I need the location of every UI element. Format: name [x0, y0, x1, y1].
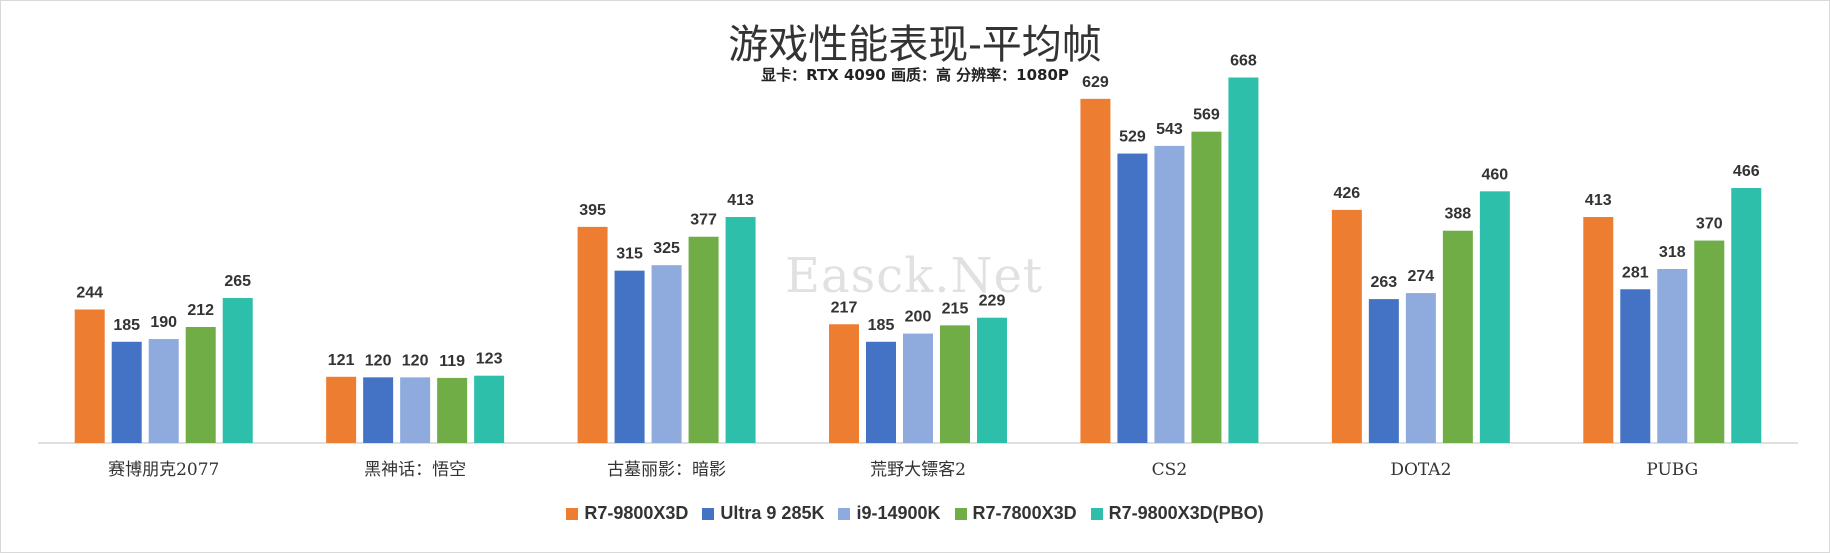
legend-label: R7-7800X3D — [972, 503, 1077, 523]
data-label: 569 — [1193, 107, 1220, 124]
bar — [148, 339, 179, 443]
category-label: 黑神话：悟空 — [364, 460, 466, 480]
data-label: 281 — [1622, 264, 1649, 281]
bar — [866, 341, 896, 443]
data-label: 318 — [1659, 244, 1686, 261]
chart-subtitle: 显卡：RTX 4090 画质：高 分辨率：1080P — [761, 66, 1069, 84]
data-label: 212 — [187, 302, 214, 319]
data-label: 413 — [727, 192, 754, 209]
data-label: 325 — [653, 240, 680, 257]
data-label: 185 — [113, 317, 140, 334]
data-label: 190 — [150, 314, 177, 331]
data-label: 217 — [831, 299, 858, 316]
data-label: 629 — [1082, 74, 1109, 91]
bar — [363, 377, 394, 443]
category-label: 荒野大镖客2 — [870, 460, 966, 480]
bar — [829, 324, 859, 443]
bar — [1117, 153, 1148, 443]
bar — [74, 309, 105, 443]
legend-item: R7-7800X3D — [954, 503, 1077, 524]
legend-item: R7-9800X3D — [566, 503, 688, 524]
data-label: 377 — [690, 212, 717, 229]
data-label: 263 — [1371, 274, 1398, 291]
bar — [1731, 188, 1762, 443]
bar — [326, 376, 357, 443]
data-label: 315 — [616, 246, 643, 263]
data-label: 466 — [1733, 163, 1760, 180]
bar — [1694, 240, 1725, 443]
data-label: 215 — [942, 300, 969, 317]
category-label: 古墓丽影：暗影 — [607, 460, 726, 480]
category-label: PUBG — [1646, 460, 1698, 480]
data-label: 395 — [579, 202, 606, 219]
bar — [1368, 299, 1399, 443]
category-label: 赛博朋克2077 — [108, 459, 219, 480]
data-label: 274 — [1408, 268, 1435, 285]
bar — [977, 317, 1007, 443]
data-label: 185 — [868, 317, 895, 334]
bar — [185, 327, 216, 443]
chart-title: 游戏性能表现-平均帧 — [728, 22, 1102, 68]
data-label: 123 — [476, 351, 503, 368]
legend-label: R7-9800X3D(PBO) — [1108, 503, 1264, 523]
legend-swatch — [702, 507, 715, 520]
category-label: CS2 — [1152, 460, 1187, 480]
bar — [111, 341, 142, 443]
bar — [1080, 98, 1111, 444]
bar — [725, 217, 756, 443]
legend-label: i9-14900K — [856, 503, 941, 523]
legend-swatch — [838, 507, 851, 520]
bar — [1405, 293, 1436, 443]
legend-swatch — [954, 507, 967, 520]
bar — [1331, 209, 1362, 443]
bar — [1154, 145, 1185, 443]
data-label: 120 — [365, 352, 392, 369]
bar — [1191, 131, 1222, 443]
data-label: 229 — [979, 293, 1006, 310]
data-label: 244 — [76, 284, 103, 301]
bar — [400, 377, 431, 443]
bar — [940, 325, 970, 443]
legend-label: Ultra 9 285K — [720, 503, 825, 523]
bar — [1657, 269, 1688, 443]
bar — [577, 226, 608, 443]
data-label: 668 — [1230, 53, 1257, 70]
data-label: 413 — [1585, 192, 1612, 209]
legend-swatch — [1090, 507, 1103, 520]
bar — [1442, 230, 1473, 443]
category-label: DOTA2 — [1390, 460, 1451, 480]
data-label: 120 — [402, 352, 429, 369]
data-label: 543 — [1156, 121, 1183, 138]
bar — [688, 236, 719, 443]
bar — [1228, 77, 1259, 443]
data-label: 426 — [1334, 185, 1361, 202]
data-label: 529 — [1119, 129, 1146, 146]
bar — [474, 375, 505, 443]
bar — [903, 333, 933, 443]
bar — [222, 298, 253, 443]
legend-label: R7-9800X3D — [584, 503, 689, 523]
data-label: 370 — [1696, 216, 1723, 233]
bar — [1620, 289, 1651, 443]
bar — [1583, 217, 1614, 443]
legend: R7-9800X3D Ultra 9 285K i9-14900K R7-7800X3… — [0, 503, 1830, 524]
data-label: 119 — [439, 353, 465, 370]
legend-item: i9-14900K — [838, 503, 941, 524]
watermark: Easck.Net — [785, 248, 1044, 304]
legend-item: R7-9800X3D(PBO) — [1090, 503, 1264, 524]
data-label: 265 — [224, 273, 251, 290]
bar — [1479, 191, 1510, 443]
data-label: 388 — [1445, 206, 1472, 223]
legend-item: Ultra 9 285K — [702, 503, 824, 524]
bar — [614, 270, 645, 443]
data-label: 460 — [1482, 166, 1509, 183]
data-label: 121 — [328, 352, 355, 369]
legend-swatch — [566, 507, 579, 520]
data-label: 200 — [905, 309, 932, 326]
bar — [437, 377, 468, 443]
bar — [651, 265, 682, 443]
